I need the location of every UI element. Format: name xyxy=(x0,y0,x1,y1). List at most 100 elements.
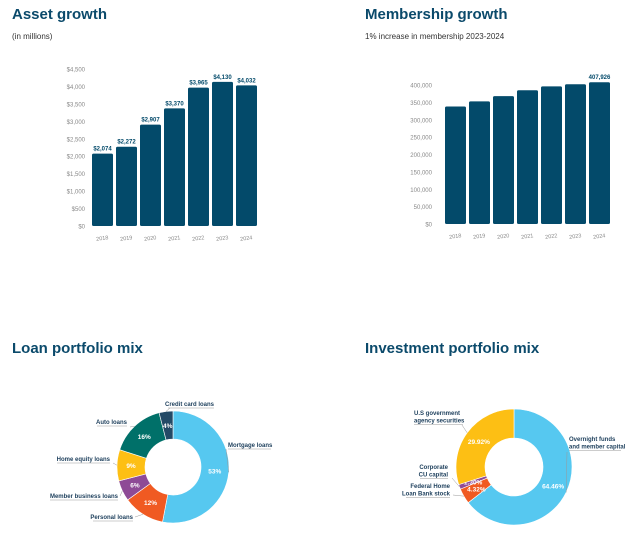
asset-bar xyxy=(188,87,209,226)
asset-data-label: $2,074 xyxy=(93,147,112,153)
asset-ytick: $4,500 xyxy=(67,68,86,74)
membership-data-label: 407,926 xyxy=(589,75,611,81)
membership-bar xyxy=(565,84,586,225)
asset-growth-subtitle: (in millions) xyxy=(12,32,53,41)
undefined-slice-value: 12% xyxy=(144,500,157,507)
undefined-slice-label: Federal Home xyxy=(410,484,450,490)
asset-bar xyxy=(212,81,233,226)
undefined-leader-line xyxy=(452,494,464,497)
undefined-slice-label: and member capital xyxy=(569,445,626,451)
undefined-slice-label: Corporate xyxy=(419,465,448,471)
membership-ytick: 200,000 xyxy=(410,153,432,159)
undefined-leader-line xyxy=(134,514,144,518)
undefined-slice-value: 6% xyxy=(130,482,140,489)
undefined-slice-label: agency securities xyxy=(414,419,465,425)
undefined-slice-value: 1.30% xyxy=(464,479,483,486)
undefined-slice xyxy=(158,410,174,441)
asset-xtick: 2024 xyxy=(240,235,253,243)
membership-growth-title: Membership growth xyxy=(365,6,508,23)
asset-ytick: $3,000 xyxy=(67,120,86,126)
undefined-slice-label: Mortgage loans xyxy=(228,443,273,449)
undefined-slice xyxy=(455,408,515,486)
undefined-leader-line xyxy=(119,490,123,497)
undefined-leader-line xyxy=(225,448,229,473)
asset-xtick: 2019 xyxy=(120,235,133,243)
membership-ytick: 150,000 xyxy=(410,170,432,176)
asset-bar xyxy=(116,146,137,226)
asset-ytick: $500 xyxy=(72,207,86,213)
undefined-slice-label: U.S government xyxy=(414,411,460,417)
asset-ytick: $2,000 xyxy=(67,155,86,161)
undefined-slice-value: 9% xyxy=(126,463,136,470)
membership-xtick: 2019 xyxy=(473,233,486,241)
asset-ytick: $1,000 xyxy=(67,190,86,196)
membership-bar xyxy=(469,101,490,224)
asset-xtick: 2020 xyxy=(144,235,157,243)
membership-xtick: 2023 xyxy=(569,233,582,241)
undefined-leader-line xyxy=(461,424,468,433)
asset-ytick: $3,500 xyxy=(67,102,86,108)
membership-bar xyxy=(541,86,562,224)
asset-data-label: $4,032 xyxy=(237,78,256,84)
asset-xtick: 2021 xyxy=(168,235,181,243)
undefined-slice-label: CU capital xyxy=(419,473,449,479)
asset-bar xyxy=(140,124,161,226)
membership-bar xyxy=(517,90,538,225)
asset-data-label: $2,907 xyxy=(141,118,160,124)
undefined-slice-value: 4.32% xyxy=(467,486,486,493)
undefined-leader-line xyxy=(565,451,568,493)
undefined-slice-label: Auto loans xyxy=(96,420,128,426)
asset-xtick: 2023 xyxy=(216,235,229,243)
asset-data-label: $4,130 xyxy=(213,75,232,81)
undefined-slice-label: Loan Bank stock xyxy=(402,492,451,498)
undefined-slice xyxy=(162,410,230,524)
membership-ytick: 50,000 xyxy=(414,205,433,211)
asset-data-label: $3,370 xyxy=(165,101,184,107)
undefined-slice-value: 4% xyxy=(163,423,173,430)
membership-ytick: 250,000 xyxy=(410,136,432,142)
membership-bar xyxy=(493,96,514,224)
asset-growth-title: Asset growth xyxy=(12,6,108,23)
membership-bar xyxy=(445,106,466,224)
undefined-leader-line xyxy=(129,425,135,428)
asset-bar xyxy=(164,108,185,226)
undefined-slice-value: 64.46% xyxy=(542,484,564,491)
undefined-slice-label: Home equity loans xyxy=(57,457,111,463)
undefined-leader-line xyxy=(451,477,460,488)
membership-growth-subtitle: 1% increase in membership 2023-2024 xyxy=(365,32,505,41)
undefined-slice-value: 53% xyxy=(208,468,221,475)
undefined-leader-line xyxy=(112,462,118,466)
membership-bar xyxy=(589,82,610,224)
undefined-leader-line xyxy=(165,407,171,412)
membership-xtick: 2024 xyxy=(593,233,606,241)
membership-ytick: 100,000 xyxy=(410,188,432,194)
investment-portfolio-title: Investment portfolio mix xyxy=(365,340,540,357)
undefined-slice-label: Overnight funds xyxy=(569,437,616,443)
asset-xtick: 2018 xyxy=(96,235,109,243)
undefined-slice-label: Personal loans xyxy=(90,515,133,521)
membership-xtick: 2020 xyxy=(497,233,510,241)
asset-ytick: $1,500 xyxy=(67,172,86,178)
membership-ytick: 300,000 xyxy=(410,118,432,124)
undefined-slice-value: 29.92% xyxy=(468,439,490,446)
asset-data-label: $3,965 xyxy=(189,81,208,87)
membership-ytick: $0 xyxy=(425,223,432,229)
membership-ytick: 350,000 xyxy=(410,101,432,107)
asset-ytick: $0 xyxy=(78,225,85,231)
membership-xtick: 2021 xyxy=(521,233,534,241)
undefined-slice-label: Credit card loans xyxy=(165,402,215,408)
asset-xtick: 2022 xyxy=(192,235,205,243)
asset-bar xyxy=(236,85,257,226)
asset-ytick: $2,500 xyxy=(67,137,86,143)
membership-ytick: 400,000 xyxy=(410,84,432,90)
asset-data-label: $2,272 xyxy=(117,140,136,146)
membership-xtick: 2022 xyxy=(545,233,558,241)
undefined-slice xyxy=(467,408,573,526)
loan-portfolio-title: Loan portfolio mix xyxy=(12,340,143,357)
undefined-slice-value: 16% xyxy=(138,434,151,441)
asset-ytick: $4,000 xyxy=(67,85,86,91)
asset-bar xyxy=(92,153,113,226)
membership-xtick: 2018 xyxy=(449,233,462,241)
undefined-slice-label: Member business loans xyxy=(50,494,119,500)
